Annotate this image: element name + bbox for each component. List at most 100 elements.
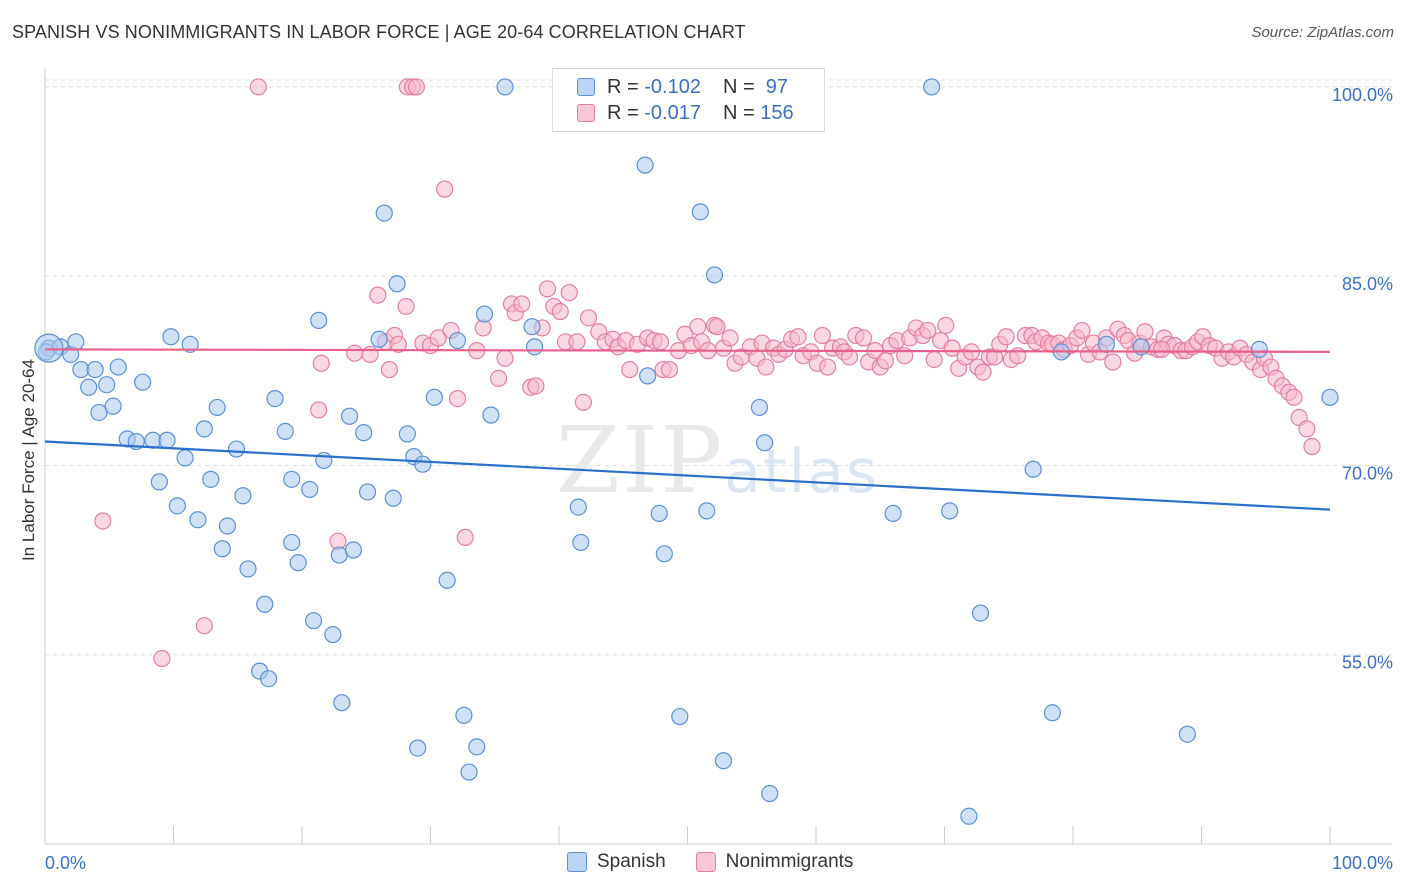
spanish-point bbox=[109, 358, 127, 376]
nonimmigrants-point bbox=[361, 345, 379, 364]
legend-n-value: 97 bbox=[760, 75, 789, 98]
spanish-point bbox=[525, 338, 544, 356]
nonimmigrants-point bbox=[1285, 388, 1303, 406]
spanish-point bbox=[884, 504, 902, 523]
legend-n-label: N = bbox=[722, 101, 761, 124]
nonimmigrants-point bbox=[568, 333, 586, 351]
nonimmigrants-point bbox=[429, 329, 447, 347]
spanish-point bbox=[34, 333, 64, 363]
y-tick-label: 85.0% bbox=[1342, 274, 1393, 294]
spanish-point bbox=[181, 335, 199, 353]
axes bbox=[44, 68, 1392, 845]
nonimmigrants-point bbox=[490, 369, 508, 387]
spanish-point bbox=[218, 517, 237, 535]
nonimmigrants-point bbox=[153, 649, 171, 668]
nonimmigrants-point bbox=[369, 286, 387, 304]
nonimmigrants-point bbox=[689, 318, 707, 336]
spanish-point bbox=[310, 311, 328, 329]
spanish-point bbox=[375, 204, 393, 222]
nonimmigrants-point bbox=[937, 316, 955, 335]
nonimmigrants-points bbox=[94, 78, 1321, 668]
nonimmigrants-point bbox=[708, 318, 726, 336]
spanish-point bbox=[468, 738, 486, 756]
spanish-point bbox=[213, 540, 231, 558]
spanish-point bbox=[80, 378, 98, 396]
correlation-legend: R = -0.102 N = 97 R = -0.017 N = 156 bbox=[552, 68, 825, 132]
nonimmigrants-point bbox=[560, 283, 578, 302]
spanish-point bbox=[691, 203, 709, 221]
legend-item-spanish[interactable]: Spanish bbox=[567, 851, 666, 873]
source-credit: Source: ZipAtlas.com bbox=[1251, 24, 1394, 41]
spanish-point bbox=[1321, 388, 1339, 406]
nonimmigrants-point bbox=[436, 180, 454, 198]
nonimmigrants-point bbox=[1303, 437, 1321, 456]
y-axis-label: In Labor Force | Age 20-64 bbox=[19, 359, 38, 561]
spanish-point bbox=[276, 422, 294, 440]
spanish-point bbox=[67, 333, 85, 351]
spanish-point bbox=[572, 533, 590, 552]
legend-n-label: N = bbox=[722, 75, 761, 98]
nonimmigrants-point bbox=[346, 344, 364, 362]
spanish-point bbox=[388, 275, 406, 293]
nonimmigrants-swatch bbox=[695, 852, 716, 872]
spanish-point bbox=[755, 434, 774, 452]
spanish-point bbox=[158, 431, 176, 449]
nonimmigrants-point bbox=[310, 401, 328, 419]
legend-label-nonimmigrants: Nonimmigrants bbox=[725, 851, 854, 872]
nonimmigrants-swatch bbox=[577, 104, 595, 122]
nonimmigrants-point bbox=[389, 335, 407, 353]
spanish-point bbox=[496, 78, 514, 96]
watermark: ZIPatlas bbox=[556, 407, 879, 514]
spanish-point bbox=[714, 752, 733, 770]
spanish-point bbox=[523, 318, 541, 336]
spanish-point bbox=[333, 694, 351, 712]
spanish-point bbox=[324, 625, 342, 644]
nonimmigrants-point bbox=[380, 360, 398, 379]
spanish-point bbox=[358, 483, 377, 501]
spanish-point bbox=[438, 571, 456, 589]
nonimmigrants-point bbox=[456, 528, 474, 546]
legend-r-label: R = bbox=[607, 75, 645, 98]
spanish-point bbox=[195, 420, 213, 438]
trend-lines bbox=[44, 348, 1331, 511]
spanish-swatch bbox=[567, 852, 587, 872]
nonimmigrants-point bbox=[312, 354, 330, 372]
chart-title: SPANISH VS NONIMMIGRANTS IN LABOR FORCE … bbox=[12, 22, 746, 42]
nonimmigrants-point bbox=[651, 333, 670, 351]
legend-item-nonimmigrants[interactable]: Nonimmigrants bbox=[695, 851, 854, 873]
spanish-point bbox=[971, 604, 990, 622]
spanish-point bbox=[671, 707, 689, 726]
nonimmigrants-point bbox=[818, 358, 837, 376]
spanish-point bbox=[384, 489, 402, 507]
nonimmigrants-point bbox=[407, 78, 425, 96]
nonimmigrants-point bbox=[448, 389, 467, 408]
spanish-point bbox=[1043, 704, 1062, 722]
nonimmigrants-point bbox=[574, 393, 593, 411]
spanish-point bbox=[283, 533, 301, 552]
nonimmigrants-point bbox=[195, 617, 213, 635]
nonimmigrants-point bbox=[621, 360, 639, 379]
watermark-zip: ZIP bbox=[556, 407, 724, 514]
spanish-point bbox=[460, 763, 478, 781]
spanish-point bbox=[239, 560, 257, 578]
spanish-point bbox=[266, 389, 284, 408]
y-tick-label: 70.0% bbox=[1342, 463, 1393, 483]
spanish-point bbox=[86, 360, 104, 379]
spanish-point bbox=[98, 376, 116, 394]
nonimmigrants-point bbox=[789, 328, 807, 346]
nonimmigrants-point bbox=[1104, 353, 1122, 371]
spanish-point bbox=[409, 739, 427, 757]
spanish-point bbox=[259, 670, 278, 688]
spanish-point bbox=[398, 425, 416, 443]
nonimmigrants-point bbox=[496, 349, 514, 367]
nonimmigrants-point bbox=[925, 350, 943, 369]
spanish-point bbox=[960, 807, 978, 825]
spanish-point bbox=[750, 398, 769, 417]
nonimmigrants-point bbox=[854, 329, 873, 347]
legend-r-value: -0.017 bbox=[644, 101, 701, 124]
spanish-point bbox=[134, 373, 152, 391]
spanish-point bbox=[1024, 460, 1042, 478]
spanish-point bbox=[370, 330, 388, 348]
spanish-point bbox=[455, 706, 473, 724]
